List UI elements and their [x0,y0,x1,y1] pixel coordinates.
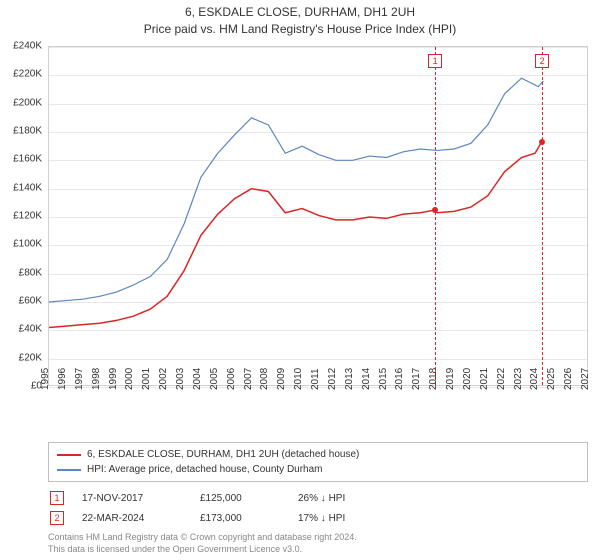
footer-line-1: Contains HM Land Registry data © Crown c… [48,532,588,544]
y-tick-label: £200K [13,97,42,108]
chart-title: 6, ESKDALE CLOSE, DURHAM, DH1 2UH [0,0,600,21]
sale-row-2: 2 22-MAR-2024 £173,000 17% ↓ HPI [48,508,588,528]
x-tick-label: 2011 [310,368,321,390]
x-tick-label: 2000 [124,368,135,390]
series-hpi [49,78,543,302]
sale-vline [435,47,436,385]
sale-vline [542,47,543,385]
x-tick-label: 2007 [243,368,254,390]
x-tick-label: 2027 [580,368,591,390]
y-tick-label: £140K [13,182,42,193]
x-tick-label: 2025 [546,368,557,390]
sale-marker-2: 2 [50,511,64,525]
x-tick-label: 2013 [344,368,355,390]
sale-pct: 17% ↓ HPI [298,513,398,524]
x-tick-label: 2023 [513,368,524,390]
line-series [49,47,589,387]
y-tick-label: £160K [13,154,42,165]
x-tick-label: 2006 [226,368,237,390]
x-tick-label: 2001 [141,368,152,390]
x-tick-label: 2010 [293,368,304,390]
y-tick-label: £100K [13,239,42,250]
x-tick-label: 1996 [57,368,68,390]
x-tick-label: 2017 [411,368,422,390]
x-tick-label: 2016 [394,368,405,390]
sale-marker-box: 2 [535,54,549,68]
x-tick-label: 2024 [529,368,540,390]
x-tick-label: 2019 [445,368,456,390]
x-tick-label: 1997 [74,368,85,390]
legend-item-hpi: HPI: Average price, detached house, Coun… [57,462,579,477]
x-tick-label: 2008 [259,368,270,390]
sale-row-1: 1 17-NOV-2017 £125,000 26% ↓ HPI [48,488,588,508]
sale-price: £173,000 [200,513,280,524]
chart-area: 12 £0£20K£40K£60K£80K£100K£120K£140K£160… [48,46,588,408]
sale-date: 17-NOV-2017 [82,493,182,504]
y-tick-label: £240K [13,41,42,52]
sale-price: £125,000 [200,493,280,504]
y-tick-label: £60K [19,296,42,307]
legend-item-property: 6, ESKDALE CLOSE, DURHAM, DH1 2UH (detac… [57,447,579,462]
legend-swatch-hpi [57,469,81,471]
legend-and-footer: 6, ESKDALE CLOSE, DURHAM, DH1 2UH (detac… [48,442,588,555]
x-tick-label: 2002 [158,368,169,390]
x-tick-label: 1999 [108,368,119,390]
x-tick-label: 2021 [479,368,490,390]
x-tick-label: 2026 [563,368,574,390]
sale-dot [539,139,545,145]
sale-dot [432,207,438,213]
x-tick-label: 1995 [40,368,51,390]
footer: Contains HM Land Registry data © Crown c… [48,532,588,555]
legend-label-hpi: HPI: Average price, detached house, Coun… [87,462,323,477]
x-tick-label: 2014 [361,368,372,390]
sale-rows: 1 17-NOV-2017 £125,000 26% ↓ HPI 2 22-MA… [48,488,588,528]
chart-subtitle: Price paid vs. HM Land Registry's House … [0,21,600,38]
x-tick-label: 2003 [175,368,186,390]
plot-area: 12 [48,46,588,386]
series-property-price [49,142,542,328]
sale-marker-box: 1 [428,54,442,68]
legend-label-property: 6, ESKDALE CLOSE, DURHAM, DH1 2UH (detac… [87,447,359,462]
x-tick-label: 2018 [428,368,439,390]
x-tick-label: 2020 [462,368,473,390]
sale-date: 22-MAR-2024 [82,513,182,524]
y-tick-label: £80K [19,267,42,278]
chart-container: 6, ESKDALE CLOSE, DURHAM, DH1 2UH Price … [0,0,600,560]
legend-swatch-property [57,454,81,456]
x-tick-label: 2005 [209,368,220,390]
x-tick-label: 2004 [192,368,203,390]
sale-marker-1: 1 [50,491,64,505]
x-tick-label: 2015 [378,368,389,390]
footer-line-2: This data is licensed under the Open Gov… [48,544,588,556]
y-tick-label: £220K [13,69,42,80]
x-tick-label: 2022 [496,368,507,390]
legend-frame: 6, ESKDALE CLOSE, DURHAM, DH1 2UH (detac… [48,442,588,482]
x-tick-label: 2012 [327,368,338,390]
x-tick-label: 2009 [276,368,287,390]
y-tick-label: £40K [19,324,42,335]
x-tick-label: 1998 [91,368,102,390]
y-tick-label: £20K [19,352,42,363]
y-tick-label: £180K [13,126,42,137]
sale-pct: 26% ↓ HPI [298,493,398,504]
y-tick-label: £120K [13,211,42,222]
